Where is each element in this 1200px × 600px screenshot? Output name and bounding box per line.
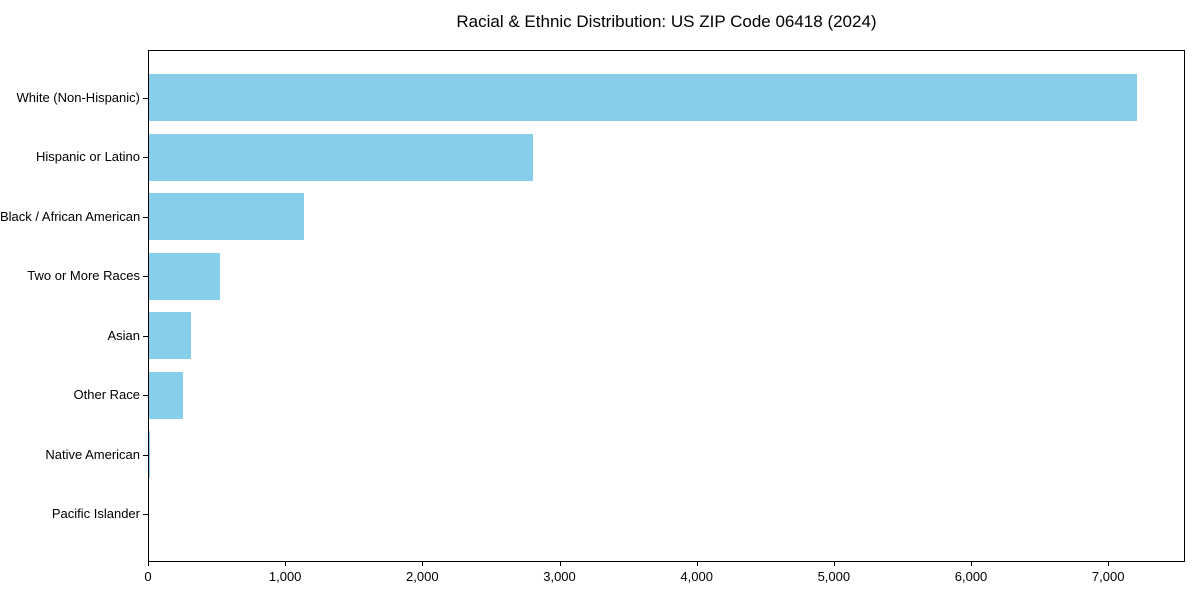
y-tick-mark bbox=[143, 216, 148, 218]
x-tick-mark bbox=[422, 562, 424, 566]
y-tick-mark bbox=[143, 514, 148, 516]
x-tick-mark bbox=[148, 562, 149, 566]
x-tick-label-0: 0 bbox=[144, 569, 152, 584]
bar-white-non-hispanic bbox=[149, 74, 1137, 121]
bar-asian bbox=[149, 312, 191, 360]
x-tick-mark bbox=[696, 562, 698, 566]
x-tick-mark bbox=[1108, 562, 1110, 566]
y-tick-mark bbox=[143, 97, 148, 99]
y-tick-mark bbox=[143, 157, 148, 159]
x-tick-mark bbox=[971, 562, 973, 566]
y-axis-label-other-race: Other Race bbox=[73, 387, 140, 403]
bar-hispanic-or-latino bbox=[149, 133, 534, 181]
chart-title: Racial & Ethnic Distribution: US ZIP Cod… bbox=[456, 12, 877, 31]
plot-area bbox=[148, 50, 1185, 562]
y-axis-label-two-or-more-races: Two or More Races bbox=[27, 268, 140, 284]
y-axis-label-black-african-american: Black / African American bbox=[0, 208, 141, 224]
x-tick-label-4000: 4,000 bbox=[680, 569, 713, 584]
bar-native-american bbox=[149, 431, 151, 479]
x-tick-label-5000: 5,000 bbox=[817, 569, 851, 584]
x-tick-label-1000: 1,000 bbox=[268, 569, 302, 584]
y-tick-mark bbox=[143, 335, 148, 337]
x-tick-label-2000: 2,000 bbox=[406, 569, 439, 584]
x-tick-mark bbox=[285, 562, 287, 566]
x-tick-label-6000: 6,000 bbox=[954, 569, 988, 584]
x-tick-label-3000: 3,000 bbox=[543, 569, 576, 584]
y-axis-label-hispanic-or-latino: Hispanic or Latino bbox=[35, 149, 140, 165]
y-axis-label-asian: Asian bbox=[107, 327, 140, 343]
x-tick-label-7000: 7,000 bbox=[1091, 569, 1125, 584]
y-tick-mark bbox=[143, 395, 148, 397]
x-tick-mark bbox=[559, 562, 561, 566]
y-tick-mark bbox=[143, 276, 148, 278]
y-axis-label-pacific-islander: Pacific Islander bbox=[51, 506, 140, 522]
y-axis-label-white-non-hispanic: White (Non-Hispanic) bbox=[16, 89, 140, 105]
x-tick-mark bbox=[833, 562, 835, 566]
y-axis-label-native-american: Native American bbox=[45, 446, 140, 462]
y-tick-mark bbox=[143, 454, 148, 456]
bar-other-race bbox=[149, 371, 184, 419]
bar-black-african-american bbox=[149, 193, 304, 241]
bar-two-or-more-races bbox=[149, 252, 221, 300]
